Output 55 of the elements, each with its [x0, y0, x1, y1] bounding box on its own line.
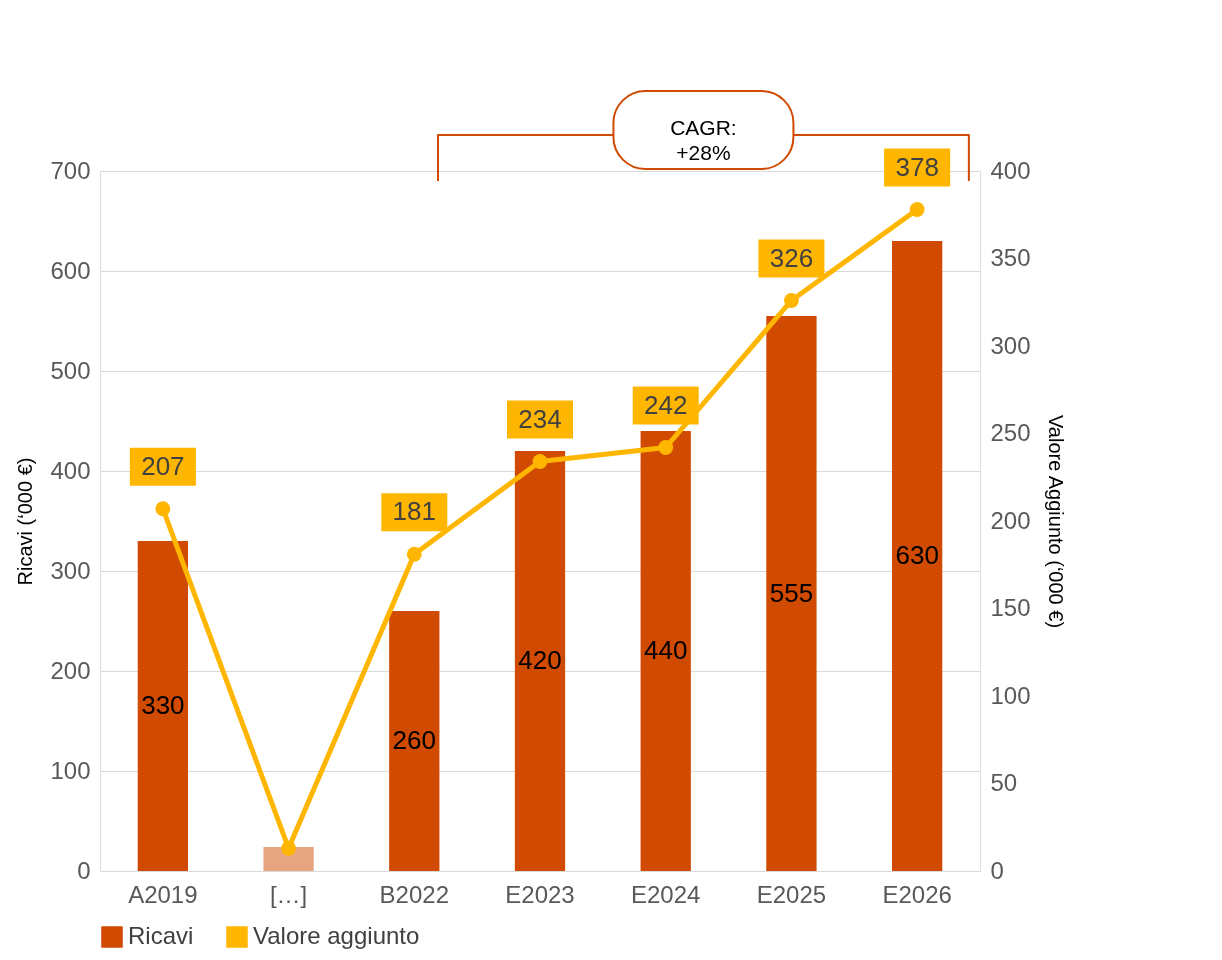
legend-label: Ricavi — [128, 922, 194, 949]
x-tick-label: E2023 — [505, 880, 575, 908]
y2-tick-label: 250 — [990, 419, 1031, 446]
bar — [640, 431, 691, 871]
x-tick-label: E2025 — [756, 880, 827, 908]
y-tick-label: 0 — [77, 856, 91, 884]
point — [155, 501, 171, 517]
bar — [263, 847, 314, 871]
point — [658, 440, 674, 455]
point — [784, 293, 799, 308]
data-label: 207 — [141, 450, 185, 481]
y2-tick-label: 350 — [990, 244, 1031, 271]
y-tick-label: 600 — [50, 256, 91, 284]
y2-tick-label: 300 — [990, 331, 1031, 359]
y-tick-label: 400 — [50, 456, 91, 484]
x-tick-label: E2026 — [882, 880, 952, 908]
y2-tick-label: 50 — [990, 769, 1018, 796]
y-tick-label: 100 — [50, 756, 91, 784]
x-tick-label: A2019 — [128, 880, 198, 908]
data-label: 326 — [769, 242, 814, 273]
point — [281, 840, 296, 856]
data-label: 181 — [392, 496, 436, 527]
data-label: 234 — [518, 403, 562, 434]
data-label: 630 — [895, 540, 939, 570]
point — [406, 546, 422, 562]
bar — [389, 611, 440, 871]
data-label: 330 — [141, 690, 185, 720]
bar — [514, 451, 566, 871]
y-tick-label: 300 — [50, 556, 91, 584]
point — [909, 202, 925, 217]
text: CAGR: +28% — [670, 116, 737, 164]
y2-tick-label: 0 — [990, 856, 1004, 884]
bar — [892, 241, 943, 871]
y-tick-label: 700 — [50, 156, 91, 184]
data-label: 420 — [518, 645, 562, 675]
y2-tick-label: 100 — [990, 681, 1031, 709]
y-axis-title: Ricavi (‘000 €) — [14, 457, 37, 586]
data-label: 242 — [644, 389, 688, 420]
bar — [766, 316, 817, 871]
y2-axis-title: Valore Aggiunto (‘000 €) — [1044, 414, 1067, 629]
data-label: 555 — [769, 577, 814, 608]
bar — [137, 541, 188, 871]
y2-tick-label: 150 — [990, 594, 1031, 621]
data-label: 260 — [392, 725, 436, 755]
y-tick-label: 500 — [50, 356, 91, 384]
x-tick-label: B2022 — [379, 880, 449, 908]
x-tick-label: […] — [269, 880, 308, 908]
data-label: 440 — [644, 635, 688, 665]
data-label: 378 — [895, 151, 939, 182]
point — [532, 454, 548, 469]
y-tick-label: 200 — [50, 656, 91, 684]
x-tick-label: E2024 — [631, 880, 701, 908]
y2-tick-label: 200 — [990, 506, 1031, 534]
legend-label: Valore aggiunto — [253, 922, 420, 949]
y2-tick-label: 400 — [990, 156, 1031, 184]
